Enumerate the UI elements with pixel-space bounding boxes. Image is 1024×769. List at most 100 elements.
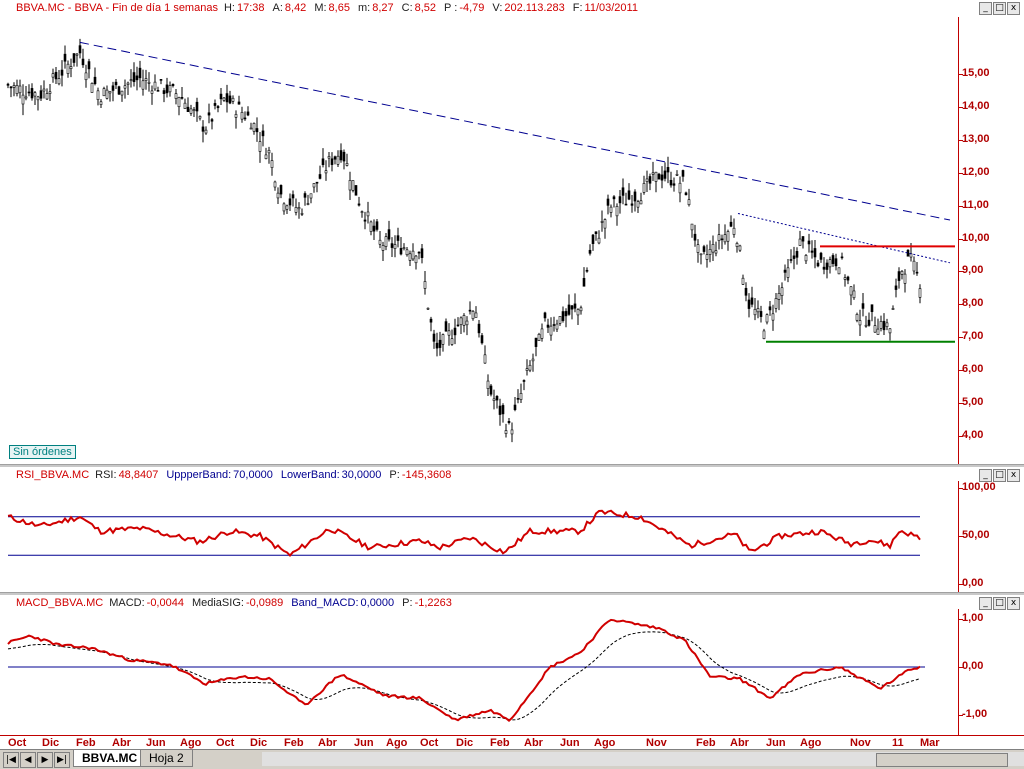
- maximize-button[interactable]: □: [993, 469, 1006, 482]
- candle-body: [153, 81, 157, 90]
- price-tick-label: 6,00: [962, 363, 984, 376]
- minimize-button[interactable]: _: [979, 597, 992, 610]
- macd-key: MediaSIG:: [191, 597, 244, 609]
- candle-body: [393, 244, 397, 249]
- candle-body: [663, 170, 667, 179]
- time-tick-label: Abr: [112, 737, 131, 749]
- price-item: A: 8,42: [272, 2, 310, 14]
- price-panel[interactable]: BBVA.MC - BBVA - Fin de día 1 semanas H: 1…: [0, 0, 1024, 464]
- candle-body: [117, 86, 121, 95]
- close-button[interactable]: x: [1007, 2, 1020, 15]
- candle-body: [570, 305, 574, 310]
- price-key: H:: [223, 2, 235, 14]
- candle-body: [231, 97, 235, 102]
- candle-body: [513, 404, 517, 410]
- candle-body: [174, 93, 178, 99]
- price-tick: [958, 205, 963, 207]
- price-chart[interactable]: [0, 0, 958, 464]
- candle-body: [102, 88, 106, 97]
- short-downtrend-line: [737, 212, 951, 264]
- candle-body: [405, 249, 409, 256]
- candle-body: [372, 225, 376, 232]
- macd-chart[interactable]: [0, 595, 958, 735]
- candle-body: [888, 328, 892, 334]
- candle-body: [435, 342, 439, 349]
- candle-body: [63, 53, 67, 62]
- candle-body: [183, 102, 187, 109]
- candle-body: [672, 183, 676, 186]
- minimize-button[interactable]: _: [979, 2, 992, 15]
- candle-body: [144, 78, 148, 81]
- macd-panel[interactable]: MACD_BBVA.MC MACD: -0,0044 MediaSIG: -0,0989…: [0, 595, 1024, 735]
- candle-body: [252, 123, 256, 132]
- first-sheet-button[interactable]: |◀: [3, 752, 19, 768]
- candle-body: [48, 91, 52, 94]
- time-tick-label: Mar: [920, 737, 940, 749]
- candle-body: [9, 86, 13, 89]
- candle-body: [564, 311, 568, 317]
- close-button[interactable]: x: [1007, 597, 1020, 610]
- price-tick-label: 10,00: [962, 231, 990, 244]
- candle-body: [321, 158, 325, 165]
- next-sheet-button[interactable]: ▶: [37, 752, 53, 768]
- candle-body: [840, 256, 844, 259]
- candle-body: [585, 269, 589, 272]
- candle-body: [204, 129, 208, 134]
- candle-body: [639, 200, 643, 205]
- rsi-line: [7, 509, 921, 557]
- candle-body: [246, 111, 250, 116]
- price-axis-line: [958, 17, 959, 464]
- candle-body: [609, 206, 613, 213]
- candle-body: [567, 304, 571, 315]
- macd-tick: [958, 715, 963, 716]
- candle-body: [468, 309, 472, 312]
- macd-axis-line: [958, 609, 959, 735]
- candle-body: [390, 243, 394, 248]
- rsi-panel[interactable]: RSI_BBVA.MC RSI: 48,8407 UppperBand: 70,0000…: [0, 467, 1024, 592]
- candle-body: [495, 395, 499, 401]
- prev-sheet-button[interactable]: ◀: [20, 752, 36, 768]
- last-sheet-button[interactable]: ▶|: [54, 752, 70, 768]
- maximize-button[interactable]: □: [993, 2, 1006, 15]
- candle-body: [351, 180, 355, 191]
- scrollbar-thumb[interactable]: [876, 753, 1008, 767]
- maximize-button[interactable]: □: [993, 597, 1006, 610]
- candle-body: [687, 199, 691, 206]
- tab-bbva[interactable]: BBVA.MC: [73, 750, 147, 767]
- candle-body: [903, 273, 907, 284]
- candle-body: [753, 309, 757, 316]
- candle-body: [237, 101, 241, 105]
- candle-body: [270, 160, 274, 168]
- rsi-chart[interactable]: [0, 467, 958, 592]
- candle-body: [171, 84, 175, 86]
- rsi-key: RSI_BBVA.MC: [16, 469, 90, 481]
- candle-body: [654, 171, 658, 182]
- candle-body: [483, 354, 487, 364]
- minimize-button[interactable]: _: [979, 469, 992, 482]
- candle-body: [213, 103, 217, 106]
- candle-body: [396, 235, 400, 241]
- tab-hoja-2[interactable]: Hoja 2: [140, 750, 193, 767]
- candle-body: [297, 207, 301, 210]
- candle-body: [279, 185, 283, 195]
- price-key: C:: [401, 2, 413, 14]
- close-button[interactable]: x: [1007, 469, 1020, 482]
- orders-status-label[interactable]: Sin órdenes: [9, 445, 76, 459]
- candle-body: [453, 327, 457, 336]
- time-axis: Oct Dic Feb Abr Jun Ago Oct Dic Feb Abr Jun Ago Oct D…: [0, 735, 1024, 750]
- candle-body: [492, 398, 496, 401]
- candle-body: [66, 63, 70, 74]
- candle-body: [258, 141, 262, 152]
- rsi-value: 70,0000: [233, 469, 273, 481]
- macd-item: MACD: -0,0044: [109, 597, 188, 609]
- candle-body: [651, 172, 655, 175]
- horizontal-scrollbar[interactable]: [262, 752, 1024, 767]
- candle-body: [444, 321, 448, 332]
- candle-body: [759, 311, 763, 317]
- time-tick-label: Dic: [456, 737, 474, 749]
- candle-body: [60, 69, 64, 76]
- candle-body: [486, 380, 490, 389]
- candle-body: [264, 154, 268, 159]
- candle-body: [399, 248, 403, 255]
- candle-body: [624, 203, 628, 206]
